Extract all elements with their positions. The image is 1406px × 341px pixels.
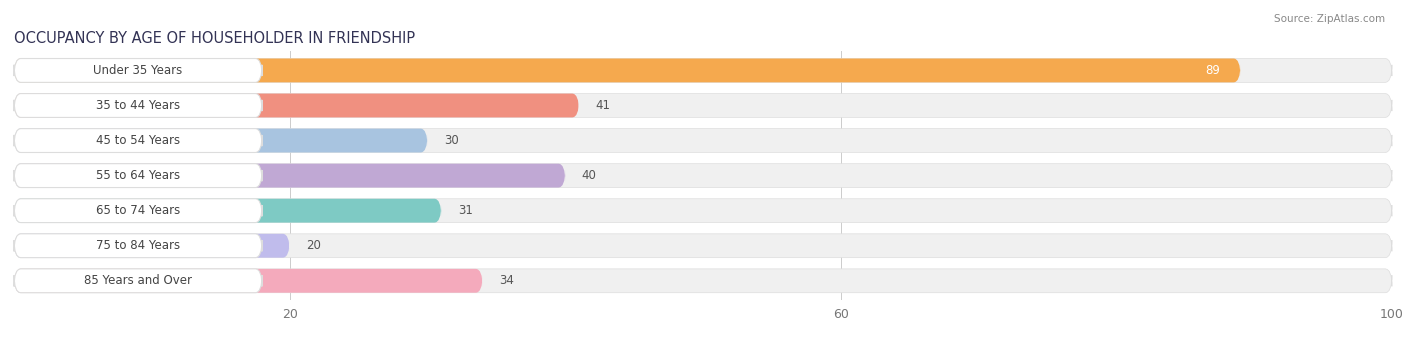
FancyBboxPatch shape	[14, 59, 1392, 83]
Text: 89: 89	[1205, 64, 1220, 77]
Text: 55 to 64 Years: 55 to 64 Years	[96, 169, 180, 182]
Text: 35 to 44 Years: 35 to 44 Years	[96, 99, 180, 112]
Text: Under 35 Years: Under 35 Years	[93, 64, 183, 77]
FancyBboxPatch shape	[14, 234, 262, 258]
FancyBboxPatch shape	[14, 199, 262, 223]
Text: Source: ZipAtlas.com: Source: ZipAtlas.com	[1274, 14, 1385, 24]
FancyBboxPatch shape	[14, 269, 482, 293]
FancyBboxPatch shape	[14, 164, 565, 188]
Text: 65 to 74 Years: 65 to 74 Years	[96, 204, 180, 217]
FancyBboxPatch shape	[14, 164, 262, 188]
FancyBboxPatch shape	[14, 93, 579, 117]
FancyBboxPatch shape	[14, 269, 262, 293]
FancyBboxPatch shape	[14, 199, 1392, 223]
FancyBboxPatch shape	[14, 164, 1392, 188]
Text: 85 Years and Over: 85 Years and Over	[84, 274, 193, 287]
FancyBboxPatch shape	[14, 129, 1392, 152]
FancyBboxPatch shape	[14, 59, 1240, 83]
Text: 40: 40	[582, 169, 596, 182]
Text: 41: 41	[596, 99, 610, 112]
Text: 30: 30	[444, 134, 458, 147]
FancyBboxPatch shape	[14, 269, 1392, 293]
FancyBboxPatch shape	[14, 93, 1392, 117]
Text: 75 to 84 Years: 75 to 84 Years	[96, 239, 180, 252]
FancyBboxPatch shape	[14, 199, 441, 223]
Text: 45 to 54 Years: 45 to 54 Years	[96, 134, 180, 147]
Text: OCCUPANCY BY AGE OF HOUSEHOLDER IN FRIENDSHIP: OCCUPANCY BY AGE OF HOUSEHOLDER IN FRIEN…	[14, 31, 415, 46]
Text: 20: 20	[307, 239, 321, 252]
Text: 34: 34	[499, 274, 515, 287]
FancyBboxPatch shape	[14, 234, 290, 258]
FancyBboxPatch shape	[14, 129, 427, 152]
FancyBboxPatch shape	[14, 59, 262, 83]
FancyBboxPatch shape	[14, 93, 262, 117]
FancyBboxPatch shape	[14, 129, 262, 152]
FancyBboxPatch shape	[14, 234, 1392, 258]
Text: 31: 31	[458, 204, 472, 217]
